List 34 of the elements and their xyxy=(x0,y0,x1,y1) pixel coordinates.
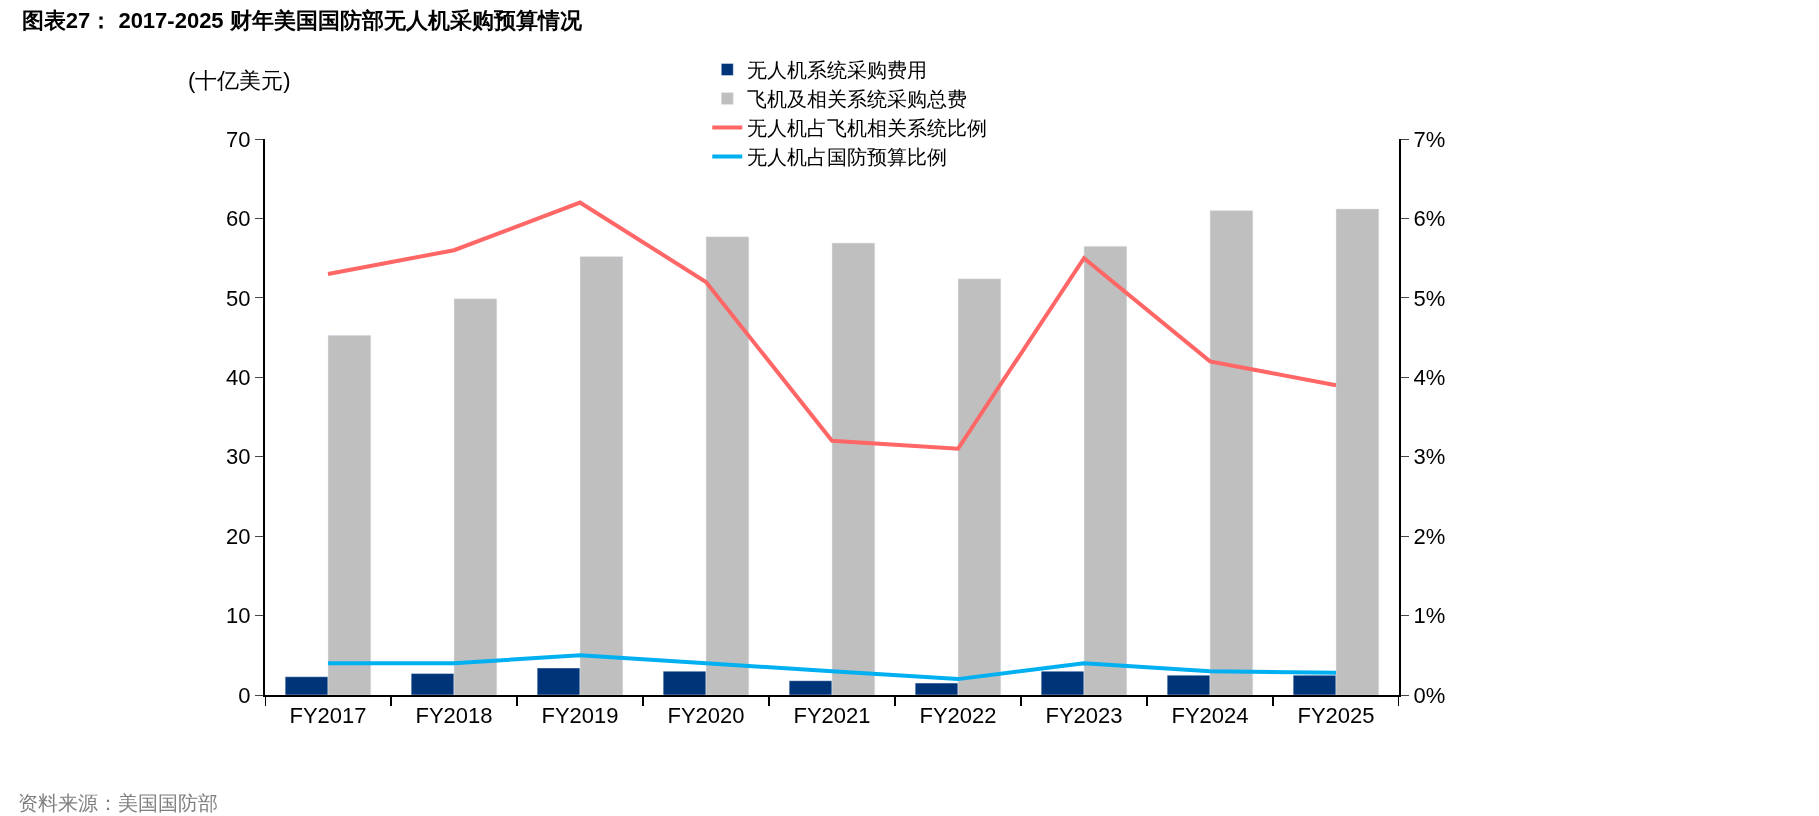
y2-tick-label: 7% xyxy=(1413,126,1446,152)
x-tick-label: FY2017 xyxy=(289,703,367,729)
y2-tick-label: 4% xyxy=(1413,364,1446,390)
x-tick-label: FY2019 xyxy=(541,703,619,729)
y2-tick-label: 3% xyxy=(1413,444,1446,470)
y-tick-label: 40 xyxy=(226,364,251,390)
y-axis-title: (十亿美元) xyxy=(188,68,291,93)
x-tick-label: FY2023 xyxy=(1045,703,1123,729)
y-tick-label: 50 xyxy=(226,285,251,311)
legend-label: 无人机占国防预算比例 xyxy=(747,146,948,169)
x-tick-label: FY2020 xyxy=(667,703,745,729)
line-series xyxy=(326,200,1338,451)
x-tick-label: FY2022 xyxy=(919,703,997,729)
x-tick-label: FY2025 xyxy=(1297,703,1375,729)
y-tick-label: 0 xyxy=(238,682,251,708)
x-tick-label: FY2021 xyxy=(793,703,871,729)
y-tick-label: 60 xyxy=(226,206,251,232)
y2-tick-label: 2% xyxy=(1413,523,1446,549)
chart-title: 图表27： 2017-2025 财年美国国防部无人机采购预算情况 xyxy=(21,7,583,33)
legend-label: 飞机及相关系统采购总费 xyxy=(747,88,968,111)
y2-tick-label: 5% xyxy=(1413,285,1446,311)
y-tick-label: 30 xyxy=(226,444,251,470)
y-tick-label: 10 xyxy=(226,603,251,629)
x-tick-label: FY2024 xyxy=(1171,703,1249,729)
text: 资料来源：美国国防部 xyxy=(18,792,218,814)
x-tick-label: FY2018 xyxy=(415,703,493,729)
y-tick-label: 70 xyxy=(226,126,251,152)
y2-tick-label: 6% xyxy=(1413,206,1446,232)
legend-label: 无人机占飞机相关系统比例 xyxy=(747,117,988,140)
y2-tick-label: 0% xyxy=(1413,682,1446,708)
legend-label: 无人机系统采购费用 xyxy=(747,59,928,82)
line-series xyxy=(326,653,1338,682)
y2-tick-label: 1% xyxy=(1413,603,1446,629)
y-tick-label: 20 xyxy=(226,523,251,549)
